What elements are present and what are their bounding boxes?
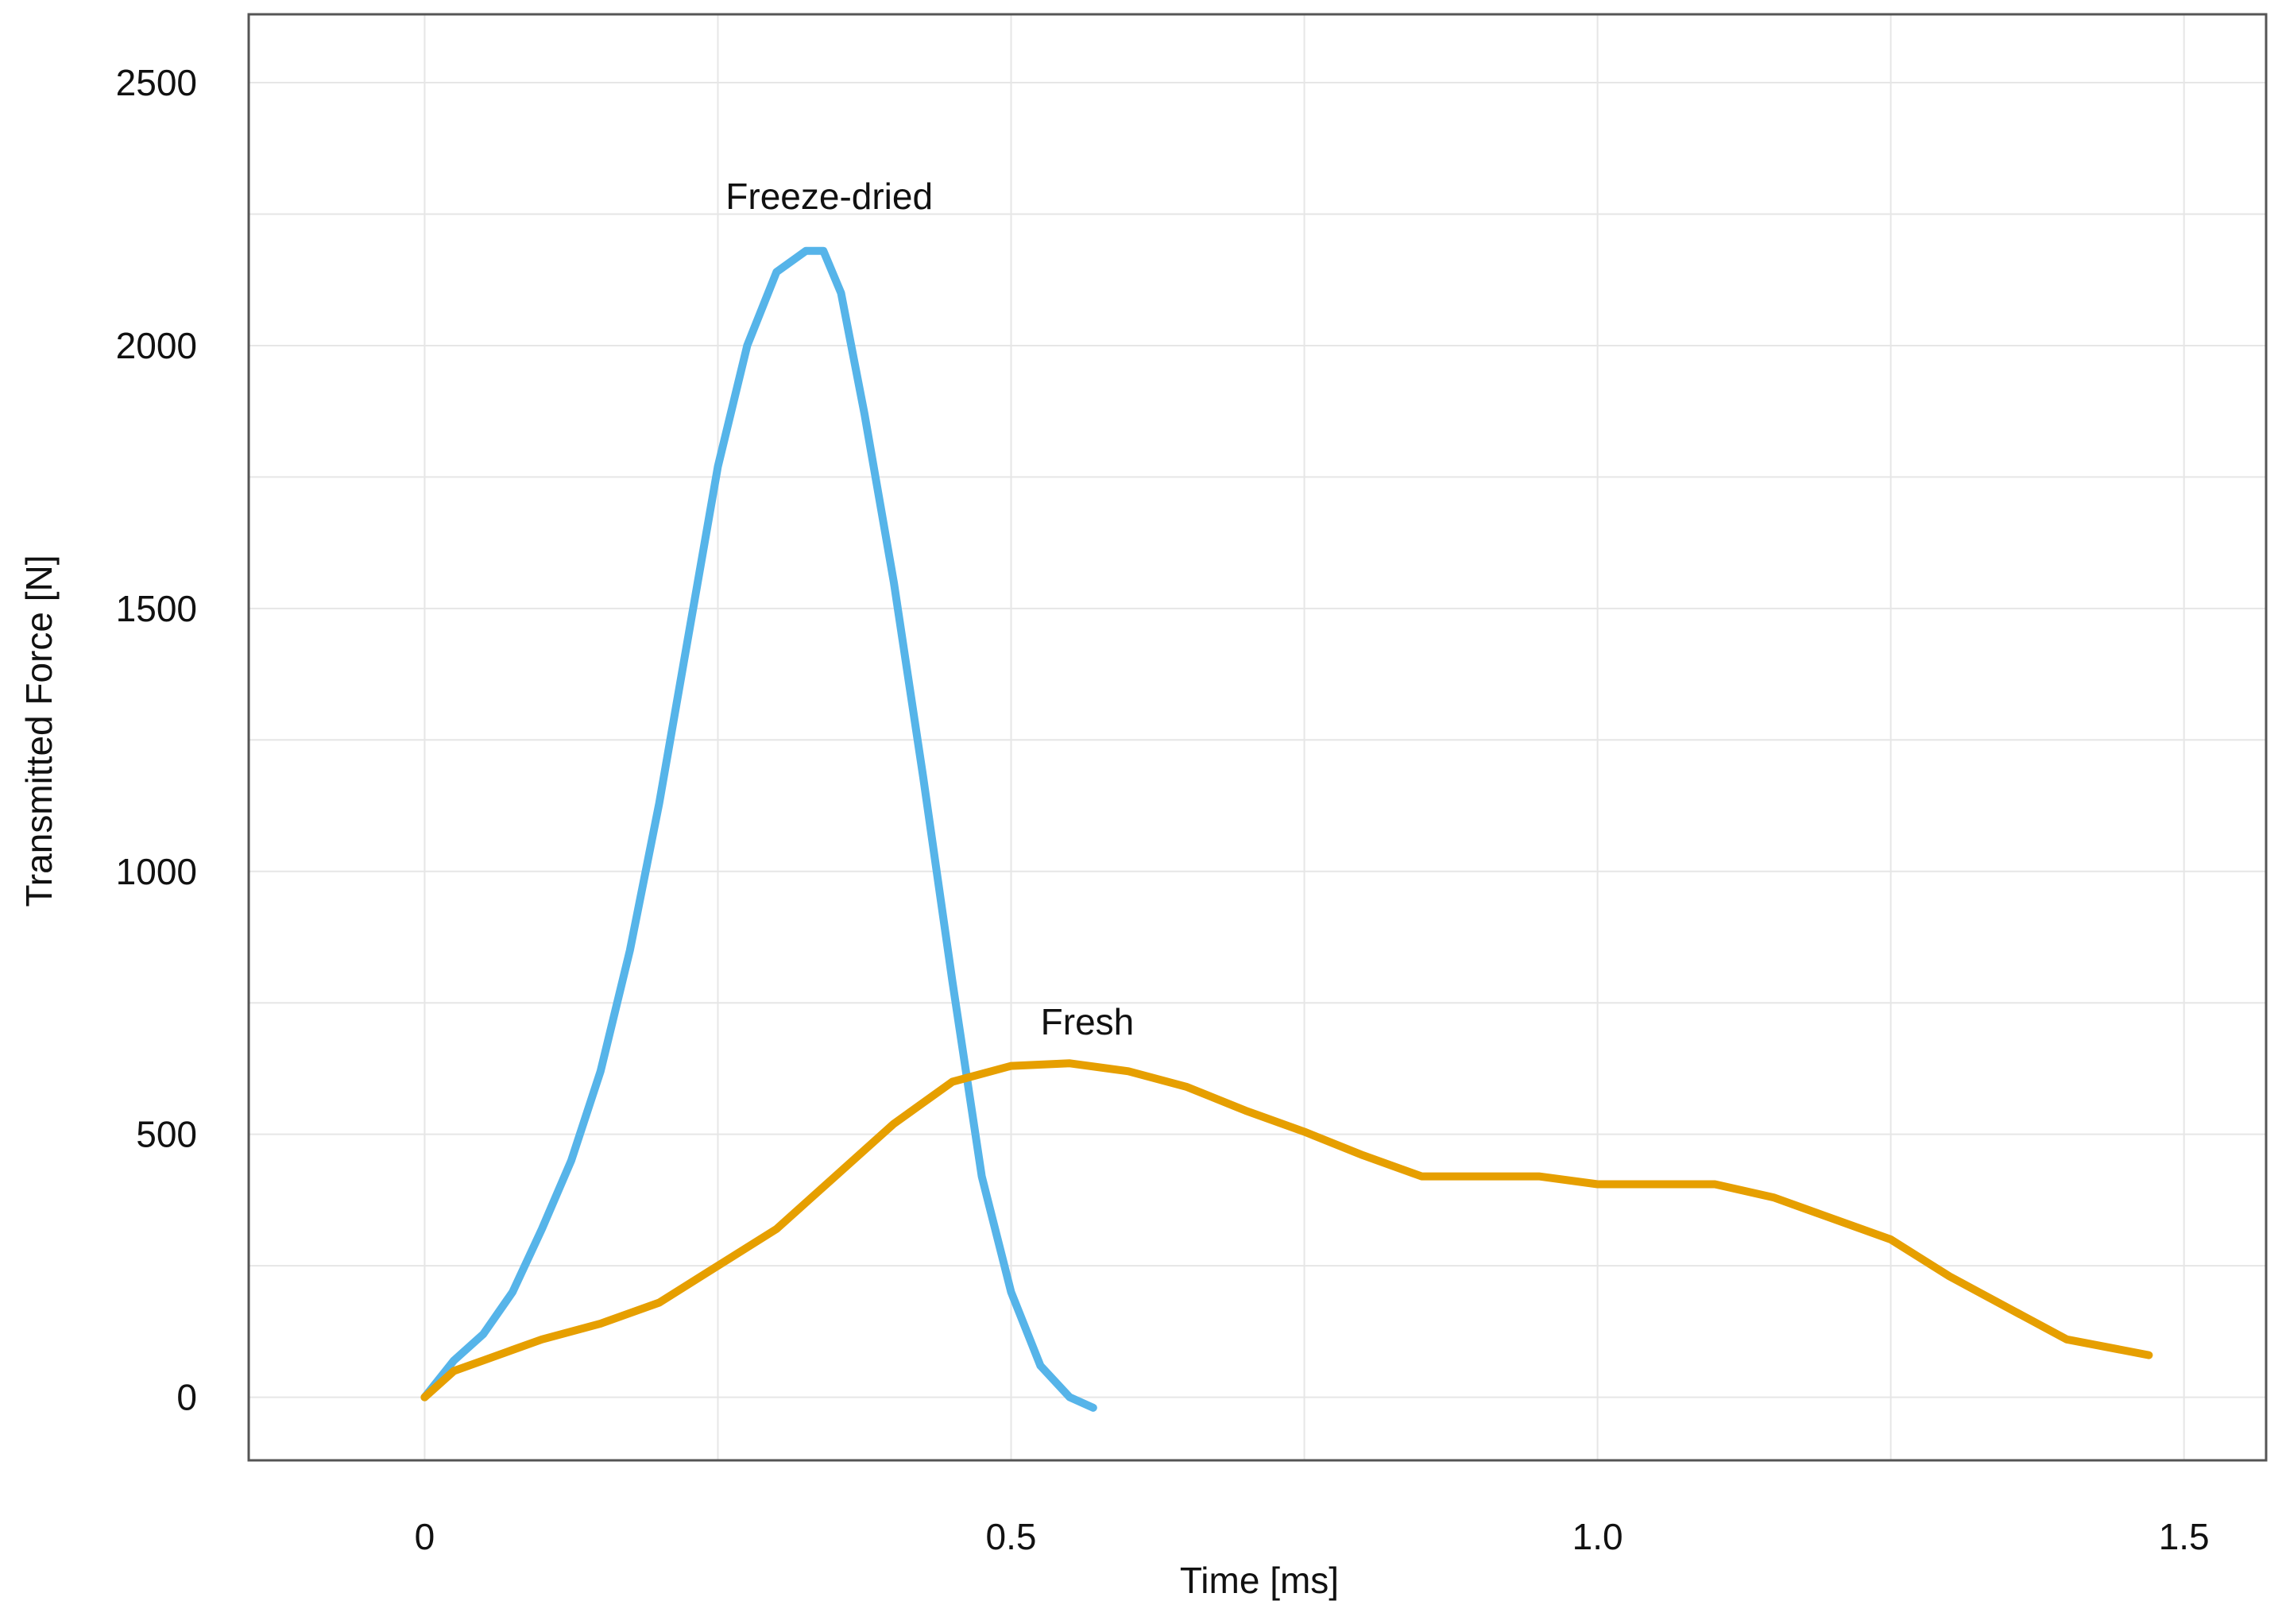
y-tick-label: 1000 xyxy=(116,851,197,892)
y-axis-ticks: 0 500 1000 1500 2000 2500 xyxy=(116,62,197,1418)
series-label-freeze-dried: Freeze-dried xyxy=(725,176,933,217)
y-tick-label: 2500 xyxy=(116,62,197,103)
y-tick-label: 500 xyxy=(136,1114,197,1155)
plot-frame xyxy=(247,13,2268,1462)
x-tick-label: 1.5 xyxy=(2159,1516,2210,1557)
y-tick-label: 2000 xyxy=(116,325,197,366)
series-line-fresh xyxy=(420,1059,2153,1402)
x-axis-ticks: 0 0.5 1.0 1.5 xyxy=(415,1516,2210,1557)
x-tick-label: 1.0 xyxy=(1572,1516,1623,1557)
x-axis-title: Time [ms] xyxy=(1180,1560,1339,1601)
series-label-fresh: Fresh xyxy=(1041,1001,1135,1042)
series-line-freeze-dried xyxy=(420,246,1097,1412)
series-annotations: Freeze-dried Fresh xyxy=(725,176,1134,1042)
y-axis-title: Transmitted Force [N] xyxy=(18,555,60,907)
y-tick-label: 0 xyxy=(176,1377,197,1418)
y-tick-label: 1500 xyxy=(116,588,197,629)
x-tick-label: 0.5 xyxy=(986,1516,1037,1557)
gridlines xyxy=(249,14,2266,1460)
series-layer xyxy=(420,246,2153,1412)
x-tick-label: 0 xyxy=(415,1516,435,1557)
